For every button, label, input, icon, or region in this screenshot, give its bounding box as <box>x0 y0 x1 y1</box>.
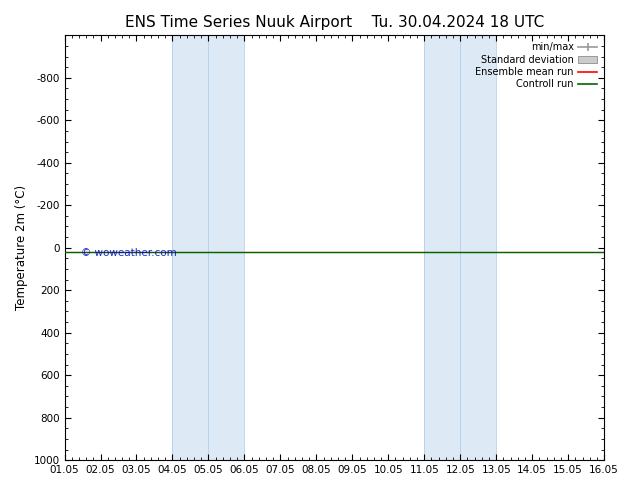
Legend: min/max, Standard deviation, Ensemble mean run, Controll run: min/max, Standard deviation, Ensemble me… <box>474 40 599 91</box>
Bar <box>172 35 244 460</box>
Y-axis label: Temperature 2m (°C): Temperature 2m (°C) <box>15 185 28 310</box>
Title: ENS Time Series Nuuk Airport    Tu. 30.04.2024 18 UTC: ENS Time Series Nuuk Airport Tu. 30.04.2… <box>125 15 544 30</box>
Bar <box>424 35 496 460</box>
Text: © woweather.com: © woweather.com <box>81 248 176 258</box>
